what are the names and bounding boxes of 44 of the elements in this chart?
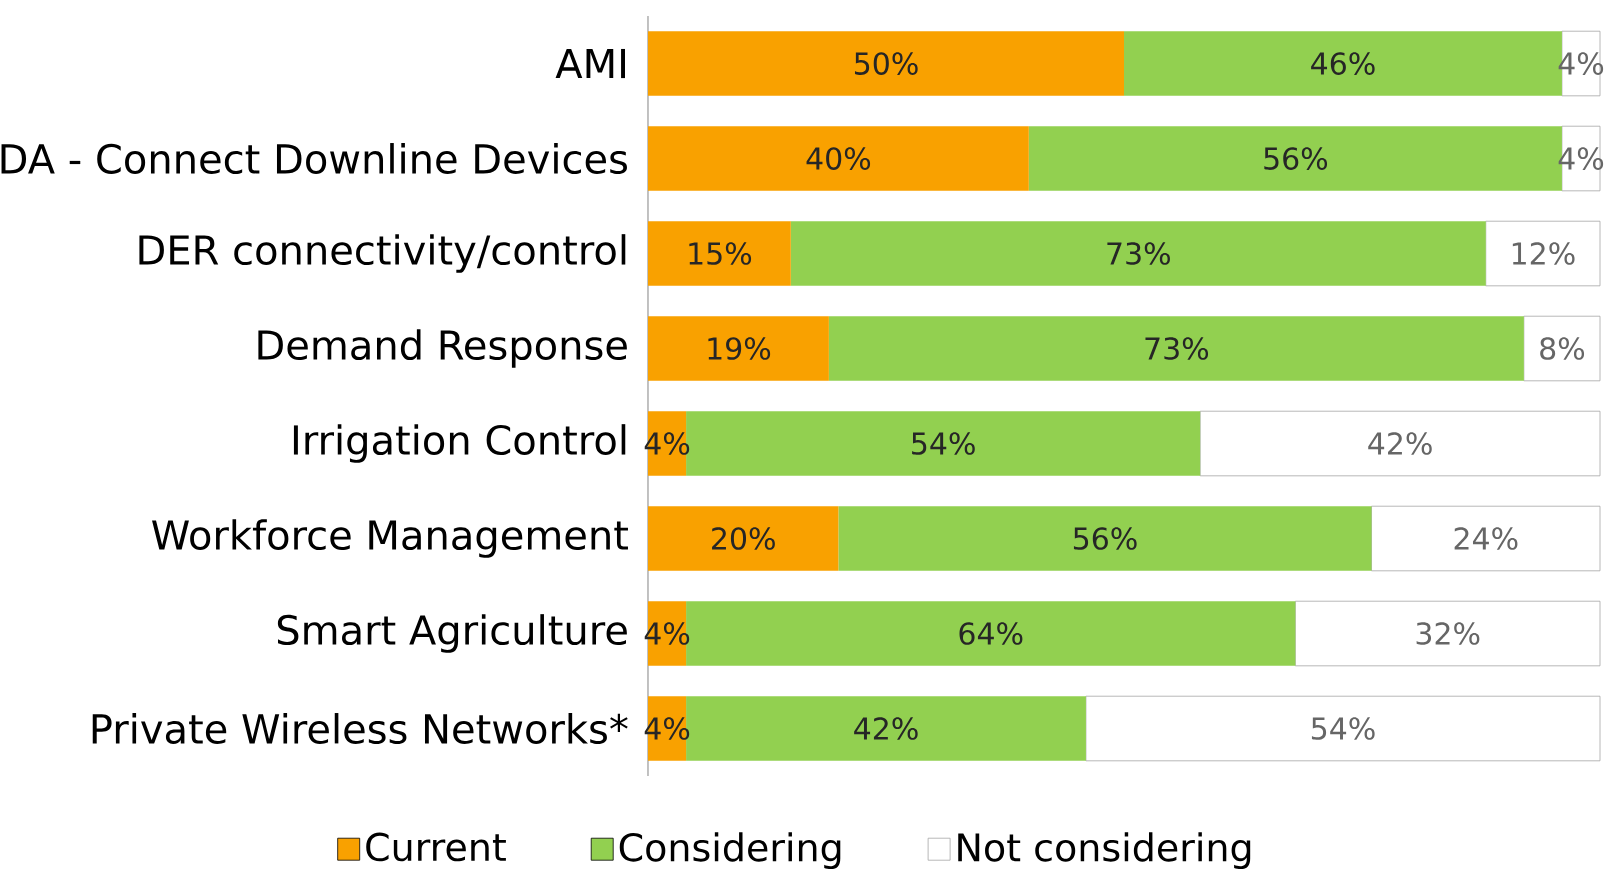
data-label: 54% (1311, 717, 1375, 740)
y-tick-label: DER connectivity/control (139, 234, 626, 273)
data-label: 42% (1368, 432, 1432, 455)
data-label: 12% (1512, 242, 1575, 265)
data-label: 56% (1073, 527, 1137, 550)
data-label: 24% (1454, 527, 1518, 550)
bar (828, 316, 1524, 381)
bar (1523, 315, 1601, 382)
bar (648, 221, 791, 286)
data-label: 8% (1540, 337, 1585, 360)
legend-label: Not considering (958, 832, 1251, 870)
bar (1085, 695, 1601, 762)
y-tick-label: Workforce Management (152, 519, 628, 558)
data-label: 73% (1145, 337, 1209, 360)
bar (648, 506, 839, 571)
data-label: 42% (854, 717, 918, 740)
bar (790, 221, 1486, 286)
bar (838, 506, 1372, 571)
bar (1294, 600, 1601, 667)
bar (648, 126, 1029, 191)
data-label: 73% (1107, 242, 1170, 265)
data-label: 54% (912, 432, 975, 455)
y-tick-label: Private Wireless Networks* (92, 713, 628, 744)
bar (1199, 410, 1601, 477)
bar (648, 316, 829, 381)
data-label: 32% (1416, 622, 1480, 645)
data-label: 46% (1311, 52, 1375, 75)
y-tick-label: Demand Response (258, 329, 627, 368)
data-label: 15% (689, 242, 752, 265)
y-tick-label: AMI (555, 48, 626, 79)
legend-label: Considering (619, 832, 841, 870)
data-label: 50% (854, 52, 918, 75)
data-label: 56% (1264, 147, 1328, 170)
bar (648, 31, 1124, 96)
legend-label: Current (366, 832, 506, 862)
data-label: 19% (708, 337, 771, 360)
data-label: 64% (959, 622, 1023, 645)
bar (1485, 220, 1601, 287)
y-tick-label: DA - Connect Downline Devices (1, 143, 627, 174)
data-label: 20% (712, 527, 775, 550)
bar (1371, 505, 1601, 572)
y-tick-label: Smart Agriculture (277, 614, 627, 653)
y-tick-label: Irrigation Control (293, 424, 626, 463)
data-label: 40% (806, 147, 871, 170)
